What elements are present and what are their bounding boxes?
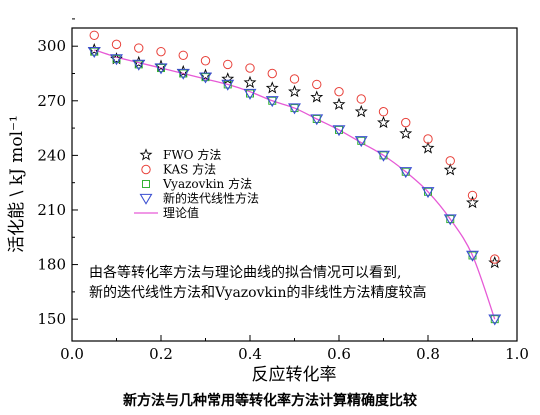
data-point-circle bbox=[134, 43, 144, 53]
data-point-circle bbox=[223, 59, 233, 70]
data-point-triangle-down bbox=[154, 63, 168, 75]
x-tick-label: 0.0 bbox=[60, 345, 84, 363]
legend-label: FWO 方法 bbox=[163, 147, 221, 162]
data-point-circle bbox=[245, 63, 255, 73]
data-point-circle bbox=[401, 117, 411, 128]
data-point-star bbox=[243, 75, 257, 89]
legend-label: 理论值 bbox=[163, 205, 199, 220]
data-point-triangle-down bbox=[243, 88, 257, 100]
x-tick-label: 0.8 bbox=[416, 345, 440, 363]
data-point-triangle-down bbox=[332, 125, 346, 137]
annotation: 由各等转化率方法与理论曲线的拟合情况可以看到, 新的迭代线性方法和Vyazovki… bbox=[89, 264, 427, 301]
legend-label: KAS 方法 bbox=[163, 162, 216, 177]
x-axis-label: 反应转化率 bbox=[252, 365, 337, 385]
data-point-star bbox=[466, 195, 479, 209]
data-point-triangle-down bbox=[199, 72, 212, 84]
data-point-triangle-down bbox=[87, 46, 101, 58]
data-point-triangle-down bbox=[132, 59, 146, 71]
data-point-triangle-down bbox=[288, 103, 301, 115]
data-point-triangle-down bbox=[110, 54, 123, 66]
data-point-circle bbox=[178, 50, 188, 60]
data-point-circle bbox=[445, 156, 455, 166]
x-tick-label: 0.6 bbox=[327, 345, 351, 363]
data-point-star bbox=[443, 163, 457, 176]
legend-marker-circle bbox=[141, 164, 151, 175]
data-point-star bbox=[399, 126, 413, 140]
data-point-circle bbox=[490, 254, 500, 264]
data-point-circle bbox=[378, 107, 389, 117]
legend-marker-star bbox=[139, 148, 153, 161]
data-point-triangle-down bbox=[176, 68, 190, 80]
data-point-triangle-down bbox=[221, 79, 235, 91]
data-point-triangle-down bbox=[488, 314, 502, 326]
data-point-triangle-down bbox=[265, 96, 279, 108]
data-point-circle bbox=[111, 39, 122, 50]
x-tick-label: 0.4 bbox=[238, 345, 262, 363]
x-tick-label: 0.2 bbox=[149, 345, 173, 363]
x-tick-label: 1.0 bbox=[505, 345, 529, 363]
data-point-triangle-down bbox=[399, 167, 413, 179]
data-point-triangle-down bbox=[443, 214, 457, 226]
data-point-triangle-down bbox=[421, 187, 435, 199]
annotation-line: 由各等转化率方法与理论曲线的拟合情况可以看到, bbox=[89, 264, 401, 281]
legend-marker-square bbox=[142, 180, 150, 188]
data-point-triangle-down bbox=[310, 114, 324, 126]
data-point-star bbox=[288, 84, 301, 98]
y-tick-label: 180 bbox=[37, 256, 66, 274]
data-point-triangle-down bbox=[466, 250, 479, 262]
data-point-star bbox=[421, 141, 435, 154]
figure-caption: 新方法与几种常用等转化率方法计算精确度比较 bbox=[123, 393, 417, 409]
plot-frame bbox=[71, 27, 518, 342]
legend-label: 新的迭代线性方法 bbox=[163, 191, 259, 206]
data-point-triangle-down bbox=[377, 150, 390, 162]
data-point-circle bbox=[334, 86, 344, 97]
data-point-circle bbox=[312, 79, 322, 90]
data-point-circle bbox=[467, 190, 478, 201]
data-point-triangle-down bbox=[354, 136, 368, 148]
annotation-line: 新的迭代线性方法和Vyazovkin的非线性方法精度较高 bbox=[89, 284, 427, 301]
y-tick-label: 150 bbox=[37, 310, 66, 328]
y-tick-label: 300 bbox=[37, 37, 66, 55]
legend-marker-triangle-down bbox=[139, 193, 153, 205]
data-point-star bbox=[265, 81, 279, 94]
data-point-circle bbox=[200, 56, 211, 66]
chart-svg: 0.0 0.2 0.4 0.6 0.8 1.0 150 180 210 240 270 300 FWO… bbox=[7, 18, 529, 385]
data-point-circle bbox=[156, 46, 166, 57]
y-tick-label: 270 bbox=[37, 92, 66, 110]
y-tick-label: 240 bbox=[37, 146, 66, 164]
y-tick-label: 210 bbox=[37, 201, 66, 219]
data-point-circle bbox=[356, 94, 366, 104]
data-point-star bbox=[377, 115, 390, 129]
data-point-circle bbox=[267, 68, 277, 79]
legend-label: Vyazovkin 方法 bbox=[162, 176, 252, 191]
y-axis-label: 活化能 \ kJ mol⁻¹ bbox=[7, 115, 27, 253]
data-point-circle bbox=[289, 74, 300, 84]
data-point-circle bbox=[423, 134, 433, 144]
data-point-star bbox=[354, 104, 368, 118]
data-point-star bbox=[310, 90, 324, 103]
data-point-circle bbox=[89, 30, 99, 40]
data-point-star bbox=[332, 97, 346, 110]
